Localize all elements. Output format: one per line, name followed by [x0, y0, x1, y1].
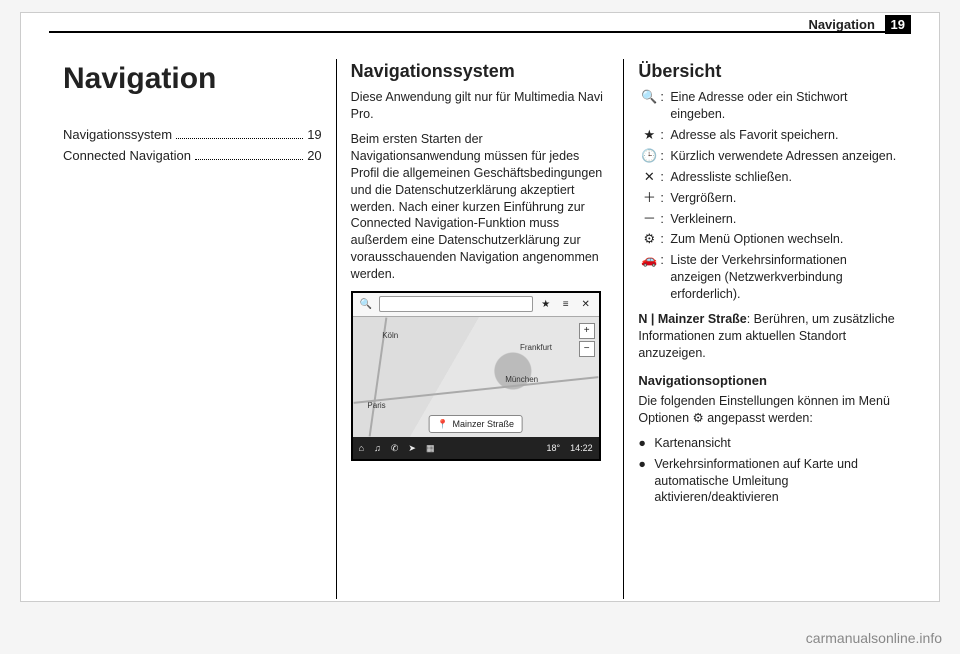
- colon: :: [660, 211, 670, 228]
- search-icon: 🔍: [638, 89, 660, 123]
- toc-page: 20: [307, 147, 321, 165]
- nav-icon: ➤: [408, 442, 416, 454]
- col-3: Übersicht 🔍 : Eine Adresse oder ein Stic…: [623, 59, 911, 599]
- toc-dots: [195, 159, 303, 160]
- colon: :: [660, 169, 670, 186]
- overview-text: Adressliste schließen.: [670, 169, 897, 186]
- map-city: Köln: [382, 331, 398, 342]
- colon: :: [660, 148, 670, 165]
- body-para: Beim ersten Starten der Navigationsanwen…: [351, 131, 610, 283]
- bullet-row: ● Verkehrsinformationen auf Karte und au…: [638, 456, 897, 507]
- overview-row: 🚗 : Liste der Verkehrsinformationen anze…: [638, 252, 897, 303]
- overview-text: Liste der Verkehrsinformationen anzeigen…: [670, 252, 897, 303]
- gear-icon: ⚙: [638, 231, 660, 248]
- toc-dots: [176, 138, 303, 139]
- time-readout: 14:22: [570, 442, 593, 454]
- search-field: [379, 296, 533, 312]
- minus-icon: －: [638, 211, 660, 228]
- overview-text: Adresse als Favorit speichern.: [670, 127, 897, 144]
- overview-row: ＋ : Vergrößern.: [638, 190, 897, 207]
- phone-icon: ✆: [391, 442, 399, 454]
- bullet-row: ● Kartenansicht: [638, 435, 897, 452]
- running-head-title: Navigation: [808, 17, 874, 32]
- zoom-out-icon: −: [579, 341, 595, 357]
- nav-options-intro: Die folgenden Einstellungen können im Me…: [638, 393, 897, 427]
- overview-row: ⚙ : Zum Menü Optionen wechseln.: [638, 231, 897, 248]
- toc-row: Navigationssystem 19: [63, 126, 322, 144]
- nav-top-bar: 🔍 ★ ≡ ✕: [353, 293, 599, 317]
- overview-text: Kürzlich verwendete Adressen anzeigen.: [670, 148, 897, 165]
- manual-page: Navigation 19 Navigation Navigationssyst…: [20, 12, 940, 602]
- temp-readout: 18°: [547, 442, 561, 454]
- colon: :: [660, 190, 670, 207]
- watermark: carmanualsonline.info: [806, 630, 942, 646]
- recent-icon: 🕒: [638, 148, 660, 165]
- overview-row: 🔍 : Eine Adresse oder ein Stichwort eing…: [638, 89, 897, 123]
- overview-text: Vergrößern.: [670, 190, 897, 207]
- overview-text: Verkleinern.: [670, 211, 897, 228]
- toc-label: Navigationssystem: [63, 126, 172, 144]
- map-city: München: [505, 375, 538, 386]
- location-badge-text: Mainzer Straße: [453, 418, 515, 430]
- nav-bottom-bar: ⌂ ♫ ✆ ➤ ▦ 18° 14:22: [353, 437, 599, 459]
- section-heading: Navigationssystem: [351, 59, 610, 83]
- toc-row: Connected Navigation 20: [63, 147, 322, 165]
- overview-row: ★ : Adresse als Favorit speichern.: [638, 127, 897, 144]
- colon: :: [660, 252, 670, 303]
- close-icon: ✕: [638, 169, 660, 186]
- overview-row: － : Verkleinern.: [638, 211, 897, 228]
- toc-page: 19: [307, 126, 321, 144]
- colon: :: [660, 231, 670, 248]
- home-icon: ⌂: [359, 442, 364, 454]
- star-icon: ★: [539, 298, 553, 312]
- bullet-text: Kartenansicht: [654, 435, 730, 452]
- bullet-text: Verkehrsinformationen auf Karte und auto…: [654, 456, 897, 507]
- zoom-in-icon: +: [579, 323, 595, 339]
- col-2: Navigationssystem Diese Anwendung gilt n…: [336, 59, 624, 599]
- star-icon: ★: [638, 127, 660, 144]
- location-note: N | Mainzer Straße: Berühren, um zusätzl…: [638, 311, 897, 362]
- toc-label: Connected Navigation: [63, 147, 191, 165]
- music-icon: ♫: [374, 442, 381, 454]
- zoom-controls: + −: [579, 323, 595, 357]
- bullet-icon: ●: [638, 456, 654, 507]
- apps-icon: ▦: [426, 442, 435, 454]
- columns: Navigation Navigationssystem 19 Connecte…: [49, 59, 911, 599]
- colon: :: [660, 127, 670, 144]
- traffic-icon: 🚗: [638, 252, 660, 303]
- col-1: Navigation Navigationssystem 19 Connecte…: [49, 59, 336, 599]
- map-city: Paris: [367, 401, 385, 412]
- colon: :: [660, 89, 670, 123]
- overview-row: 🕒 : Kürzlich verwendete Adressen anzeige…: [638, 148, 897, 165]
- nav-screenshot: 🔍 ★ ≡ ✕ Köln Frankfurt München Paris + −: [351, 291, 601, 461]
- overview-row: ✕ : Adressliste schließen.: [638, 169, 897, 186]
- plus-icon: ＋: [638, 190, 660, 207]
- bullet-icon: ●: [638, 435, 654, 452]
- close-icon: ✕: [579, 298, 593, 312]
- overview-heading: Übersicht: [638, 59, 897, 83]
- search-icon: 🔍: [359, 298, 373, 312]
- pin-icon: 📍: [437, 418, 448, 430]
- overview-text: Zum Menü Optionen wechseln.: [670, 231, 897, 248]
- menu-icon: ≡: [559, 298, 573, 312]
- location-badge: 📍 Mainzer Straße: [428, 415, 523, 433]
- location-note-lead: N | Mainzer Straße: [638, 312, 746, 326]
- top-rule: [49, 31, 911, 33]
- intro-para: Diese Anwendung gilt nur für Multimedia …: [351, 89, 610, 123]
- map-city: Frankfurt: [520, 343, 552, 354]
- chapter-title: Navigation: [63, 59, 322, 100]
- overview-text: Eine Adresse oder ein Stichwort eingeben…: [670, 89, 897, 123]
- nav-options-heading: Navigationsoptionen: [638, 372, 897, 390]
